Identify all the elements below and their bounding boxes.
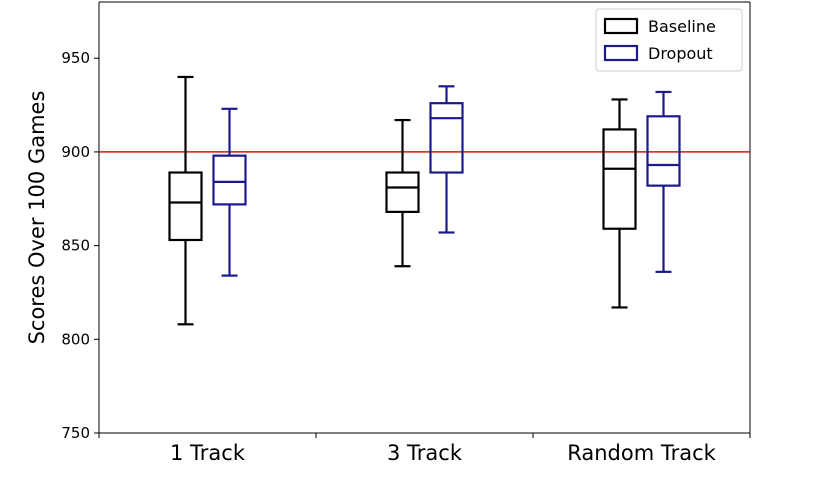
legend-label: Dropout	[648, 44, 713, 63]
legend-swatch	[603, 17, 639, 35]
box-iqr	[429, 102, 464, 174]
y-tick-label: 950	[61, 49, 90, 67]
legend-box	[595, 8, 743, 72]
box-iqr	[385, 171, 420, 213]
y-tick-label: 850	[61, 237, 90, 255]
box-iqr	[646, 115, 681, 187]
box-iqr	[212, 154, 247, 206]
legend-label: Baseline	[648, 17, 716, 36]
box-iqr	[168, 171, 203, 242]
box-iqr	[602, 128, 637, 230]
y-tick-label: 750	[61, 424, 90, 442]
legend-swatch	[603, 44, 639, 62]
y-tick-label: 900	[61, 143, 90, 161]
y-tick-label: 800	[61, 330, 90, 348]
x-category-label: Random Track	[567, 441, 716, 465]
x-category-label: 3 Track	[387, 441, 463, 465]
y-axis-title: Scores Over 100 Games	[25, 91, 49, 345]
x-category-label: 1 Track	[170, 441, 246, 465]
